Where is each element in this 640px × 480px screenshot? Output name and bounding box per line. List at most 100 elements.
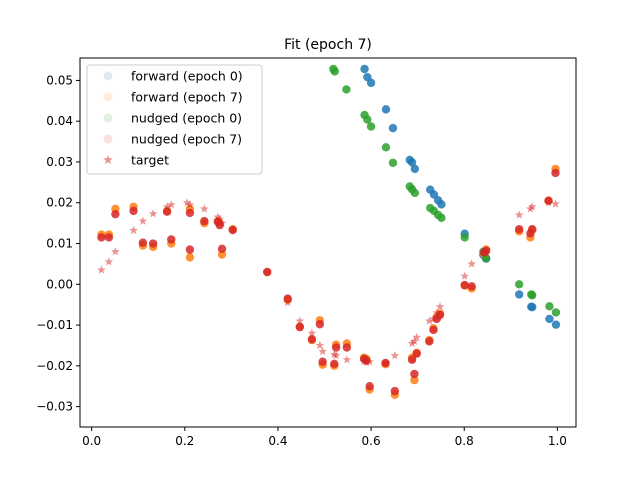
nudged-epoch-0-point: [460, 233, 469, 242]
target-point: [283, 298, 293, 307]
nudged-epoch-0-point: [381, 143, 391, 152]
target-point: [138, 216, 148, 225]
legend-label: nudged (epoch 0): [131, 111, 242, 126]
target-point: [162, 202, 172, 211]
target-point: [318, 346, 328, 356]
nudged-epoch-0-point: [514, 280, 524, 289]
target-point: [429, 314, 438, 323]
x-tick-label: 0.4: [268, 434, 287, 448]
forward-epoch-7-point: [185, 253, 195, 262]
nudged-epoch-7-point: [330, 359, 339, 369]
nudged-epoch-0-point: [545, 302, 554, 311]
y-tick-label: −0.02: [36, 359, 73, 373]
nudged-epoch-7-point: [167, 235, 176, 244]
chart-title: Fit (epoch 7): [284, 37, 372, 53]
nudged-epoch-7-point: [412, 349, 421, 358]
target-point: [307, 328, 317, 337]
target-point: [295, 316, 305, 325]
nudged-epoch-7-point: [129, 206, 138, 216]
legend-label: target: [131, 153, 169, 168]
target-point: [342, 355, 352, 364]
nudged-epoch-0-point: [363, 115, 372, 124]
forward-epoch-0-point: [437, 200, 446, 209]
nudged-epoch-7-point: [295, 322, 305, 332]
target-point: [315, 340, 325, 350]
series-nudged-epoch-0: [329, 64, 561, 317]
nudged-epoch-7-point: [514, 225, 524, 234]
nudged-epoch-7-point: [318, 357, 327, 366]
nudged-epoch-0-point: [388, 158, 398, 167]
y-tick-label: −0.03: [36, 400, 73, 414]
target-point: [527, 202, 537, 211]
target-point: [104, 257, 114, 266]
nudged-epoch-7-point: [342, 343, 352, 352]
nudged-epoch-0-point: [330, 67, 339, 76]
forward-epoch-0-point: [360, 64, 369, 74]
nudged-epoch-7-point: [467, 282, 476, 291]
nudged-epoch-0-point: [366, 122, 376, 131]
target-point: [148, 209, 158, 218]
target-point: [166, 200, 176, 209]
target-point: [514, 210, 524, 219]
nudged-epoch-7-point: [307, 335, 317, 344]
target-point: [362, 357, 371, 367]
target-point: [331, 351, 341, 360]
target-point: [407, 338, 417, 348]
legend-marker: [103, 92, 113, 102]
forward-epoch-7-point: [410, 375, 419, 385]
legend-marker: [103, 134, 113, 144]
legend-marker: [103, 71, 113, 81]
forward-epoch-0-point: [388, 123, 398, 133]
nudged-epoch-7-point: [551, 168, 560, 178]
legend-label: forward (epoch 0): [131, 69, 243, 84]
target-point: [217, 218, 227, 227]
target-point: [111, 247, 120, 256]
forward-epoch-0-point: [545, 314, 554, 324]
forward-epoch-0-point: [410, 164, 420, 174]
nudged-epoch-7-point: [331, 343, 341, 352]
target-point: [390, 351, 400, 360]
nudged-epoch-7-point: [425, 337, 434, 346]
nudged-epoch-0-point: [342, 85, 351, 94]
target-point: [412, 332, 422, 342]
target-point: [467, 259, 477, 268]
y-tick-label: 0.03: [46, 155, 73, 169]
target-point: [329, 349, 339, 359]
legend-box: [86, 64, 263, 175]
target-point: [424, 316, 434, 325]
nudged-epoch-0-point: [410, 188, 420, 198]
axes-frame: [79, 57, 577, 428]
y-tick-label: −0.01: [36, 318, 73, 332]
target-point: [544, 198, 553, 207]
legend-label: nudged (epoch 7): [131, 132, 242, 147]
nudged-epoch-7-point: [390, 386, 400, 396]
y-tick-label: 0.00: [46, 277, 73, 291]
nudged-epoch-7-point: [111, 209, 120, 219]
target-point: [97, 265, 106, 274]
target-point: [551, 199, 560, 208]
forward-epoch-0-point: [514, 290, 524, 299]
target-point: [213, 212, 223, 221]
nudged-epoch-7-point: [217, 244, 227, 254]
nudged-epoch-7-point: [148, 239, 158, 248]
x-tick-label: 0.2: [175, 434, 194, 448]
legend-label: forward (epoch 7): [131, 90, 243, 105]
nudged-epoch-7-point: [162, 207, 172, 216]
nudged-epoch-7-point: [185, 245, 195, 254]
forward-epoch-0-point: [381, 105, 391, 114]
target-point: [199, 204, 209, 213]
nudged-epoch-7-point: [97, 233, 106, 242]
nudged-epoch-7-point: [410, 369, 419, 379]
x-tick-label: 0.0: [82, 434, 101, 448]
legend: forward (epoch 0) forward (epoch 7) nudged…: [86, 64, 263, 175]
series-target: [97, 198, 560, 367]
target-point: [185, 200, 195, 209]
y-tick-label: 0.02: [46, 196, 73, 210]
target-point: [432, 308, 442, 317]
forward-epoch-0-point: [407, 158, 417, 167]
nudged-epoch-7-point: [528, 225, 537, 234]
nudged-epoch-7-point: [315, 320, 325, 329]
legend-marker: [103, 155, 113, 165]
y-axis: −0.03 −0.02 −0.01 0.00 0.01 0.02 0.03 0.04 0.05: [36, 73, 80, 414]
